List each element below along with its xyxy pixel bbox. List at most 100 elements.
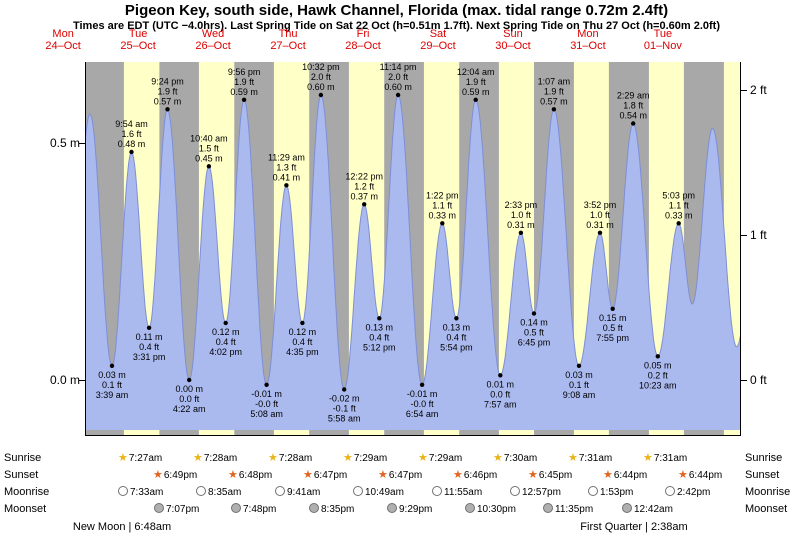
svg-text:0.59 m: 0.59 m xyxy=(230,87,258,97)
tide-extreme-low: 0.11 m0.4 ft3:31 pm xyxy=(133,325,165,362)
tide-extreme-low: -0.01 m-0.0 ft6:54 am xyxy=(406,382,439,419)
day-weekday: Tue xyxy=(653,28,673,40)
tide-extreme-high: 12:22 pm1.2 ft0.37 m xyxy=(345,171,383,207)
svg-text:1.9 ft: 1.9 ft xyxy=(234,77,255,87)
moonset-time: 7:48pm xyxy=(231,503,276,516)
sunrise-row-label-right: Sunrise xyxy=(745,452,783,464)
extreme-dot xyxy=(377,316,382,321)
svg-text:0.14 m: 0.14 m xyxy=(520,318,548,328)
moonset-time: 11:35pm xyxy=(543,503,593,516)
svg-text:0.4 ft: 0.4 ft xyxy=(292,337,313,347)
sunrise-icon: ★ xyxy=(568,452,578,464)
extreme-dot xyxy=(362,202,367,207)
chart-subtitle: Times are EDT (UTC −4.0hrs). Last Spring… xyxy=(72,20,721,32)
moonset-icon xyxy=(543,503,553,513)
day-label: Mon 31–Oct xyxy=(550,28,626,52)
day-date: 27–Oct xyxy=(270,40,306,52)
moonrise-time: 8:35am xyxy=(196,486,241,499)
moonrise-time: 10:49am xyxy=(353,486,404,499)
svg-text:-0.0 ft: -0.0 ft xyxy=(411,399,435,409)
sunrise-time-text: 7:31am xyxy=(653,453,688,464)
day-label: Wed 26–Oct xyxy=(175,28,251,52)
moonrise-time: 12:57pm xyxy=(510,486,561,499)
svg-text:6:54 am: 6:54 am xyxy=(406,409,439,419)
moon-phase-first-quarter: First Quarter | 2:38am xyxy=(580,521,688,533)
moonrise-icon xyxy=(275,486,285,496)
sunset-time: ★6:47pm xyxy=(378,469,422,482)
tide-extreme-low: 0.03 m0.1 ft9:08 am xyxy=(563,363,595,400)
tide-area xyxy=(85,95,741,430)
day-label: Thu 27–Oct xyxy=(250,28,326,52)
sunrise-icon: ★ xyxy=(343,452,353,464)
svg-text:1.5 ft: 1.5 ft xyxy=(199,143,220,153)
svg-text:-0.1 ft: -0.1 ft xyxy=(333,404,357,414)
sunrise-time-text: 7:29am xyxy=(428,453,463,464)
day-date: 29–Oct xyxy=(420,40,456,52)
tide-curve-svg: 0.03 m0.1 ft3:39 am9:54 am1.6 ft0.48 m0.… xyxy=(84,62,742,436)
day-date: 30–Oct xyxy=(495,40,531,52)
svg-text:0.1 ft: 0.1 ft xyxy=(102,380,123,390)
svg-text:2.0 ft: 2.0 ft xyxy=(388,72,409,82)
svg-text:1.0 ft: 1.0 ft xyxy=(511,210,532,220)
sunrise-time-text: 7:28am xyxy=(203,453,238,464)
moonset-time: 8:35pm xyxy=(309,503,354,516)
svg-text:5:03 pm: 5:03 pm xyxy=(662,190,695,200)
day-date: 24–Oct xyxy=(45,40,81,52)
svg-text:0.4 ft: 0.4 ft xyxy=(216,337,237,347)
sunset-icon: ★ xyxy=(228,469,238,481)
axis-tick xyxy=(741,380,747,381)
moonrise-icon xyxy=(196,486,206,496)
day-weekday: Thu xyxy=(278,28,298,40)
tide-extreme-high: 9:24 pm1.9 ft0.57 m xyxy=(151,76,184,112)
sunset-icon: ★ xyxy=(603,469,613,481)
axis-tick xyxy=(79,380,85,381)
svg-text:-0.01 m: -0.01 m xyxy=(251,389,282,399)
tide-extreme-low: 0.01 m0.0 ft7:57 am xyxy=(484,373,517,409)
moonset-time-text: 8:35pm xyxy=(321,504,355,515)
extreme-dot xyxy=(284,183,289,188)
sunset-time-text: 6:44pm xyxy=(613,470,648,481)
y-axis-label-ft: 1 ft xyxy=(750,228,767,243)
svg-text:0.57 m: 0.57 m xyxy=(154,96,182,106)
svg-text:2.0 ft: 2.0 ft xyxy=(311,72,332,82)
sunrise-icon: ★ xyxy=(118,452,128,464)
sunrise-icon: ★ xyxy=(493,452,503,464)
tide-extreme-high: 11:14 pm2.0 ft0.60 m xyxy=(380,62,417,98)
svg-text:1.1 ft: 1.1 ft xyxy=(669,200,690,210)
y-axis-label-m: 0.5 m xyxy=(49,135,80,150)
extreme-dot xyxy=(165,107,170,112)
svg-text:12:04 am: 12:04 am xyxy=(457,67,495,77)
svg-text:1.1 ft: 1.1 ft xyxy=(432,200,453,210)
extreme-dot xyxy=(206,164,212,169)
day-label: Tue 25–Oct xyxy=(100,28,176,52)
moonrise-icon xyxy=(432,486,442,496)
svg-text:0.48 m: 0.48 m xyxy=(118,139,146,149)
sunset-time: ★6:46pm xyxy=(453,469,497,482)
moonset-icon xyxy=(465,503,475,513)
axis-tick xyxy=(741,90,747,92)
sunset-time: ★6:44pm xyxy=(603,469,647,482)
chart-title: Pigeon Key, south side, Hawk Channel, Fl… xyxy=(124,2,669,19)
moonrise-time: 11:55am xyxy=(432,486,482,499)
plot-area: 0.03 m 0.1 ft 3:39 am 9:54 am 1.6 ft 0.48 m 0.… xyxy=(84,62,742,436)
tide-extreme-low: 0.03 m0.1 ft3:39 am xyxy=(96,363,129,400)
sunrise-time: ★7:31am xyxy=(643,452,687,465)
tide-extreme-high: 5:03 pm1.1 ft0.33 m xyxy=(662,190,695,226)
moonset-icon xyxy=(231,503,241,513)
extreme-dot xyxy=(498,373,503,378)
moonrise-time-text: 1:53pm xyxy=(600,487,634,498)
moonset-icon xyxy=(622,503,632,513)
svg-text:1.6 ft: 1.6 ft xyxy=(121,129,142,139)
tide-extreme-high: 2:33 pm1.0 ft0.31 m xyxy=(505,200,537,235)
svg-text:0.60 m: 0.60 m xyxy=(384,82,412,92)
svg-text:1.3 ft: 1.3 ft xyxy=(276,162,297,172)
svg-text:3:39 am: 3:39 am xyxy=(96,390,129,400)
moonrise-icon xyxy=(118,486,128,496)
tide-extreme-low: 0.15 m0.5 ft7:55 pm xyxy=(596,306,629,343)
day-weekday: Sat xyxy=(429,28,447,40)
sunset-row-label-right: Sunset xyxy=(745,469,780,481)
extreme-dot xyxy=(676,221,681,226)
sunrise-icon: ★ xyxy=(268,452,278,464)
svg-text:0.33 m: 0.33 m xyxy=(665,210,693,220)
sunset-icon: ★ xyxy=(528,469,538,481)
